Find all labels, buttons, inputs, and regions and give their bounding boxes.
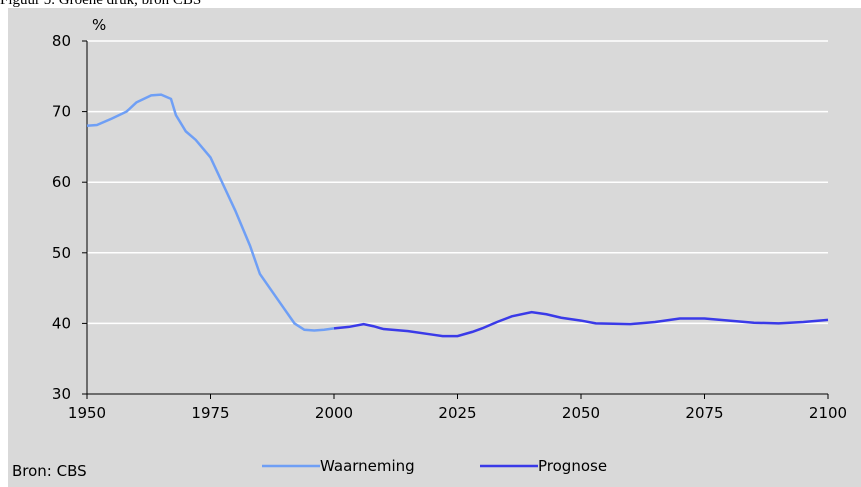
y-tick-label: 50 — [52, 244, 71, 262]
y-tick-label: 30 — [52, 385, 71, 403]
legend-label: Prognose — [538, 457, 607, 475]
x-tick-label: 2075 — [685, 404, 723, 422]
y-tick-label: 80 — [52, 32, 71, 50]
x-tick-label: 1975 — [191, 404, 229, 422]
x-tick-label: 2050 — [562, 404, 600, 422]
data-line — [333, 310, 829, 338]
chart-panel — [8, 8, 861, 487]
y-tick-label: 70 — [52, 103, 71, 121]
source-note: Bron: CBS — [12, 462, 87, 480]
data-line — [86, 93, 335, 332]
y-unit: % — [92, 16, 106, 34]
x-tick-label: 1950 — [68, 404, 106, 422]
x-tick-label: 2025 — [438, 404, 476, 422]
x-tick-label: 2100 — [809, 404, 847, 422]
y-tick-label: 60 — [52, 173, 71, 191]
y-tick-label: 40 — [52, 314, 71, 332]
chart-title: Figuur 5. Groene druk, bron CBS — [0, 0, 201, 8]
x-tick-label: 2000 — [315, 404, 353, 422]
legend-label: Waarneming — [320, 457, 415, 475]
